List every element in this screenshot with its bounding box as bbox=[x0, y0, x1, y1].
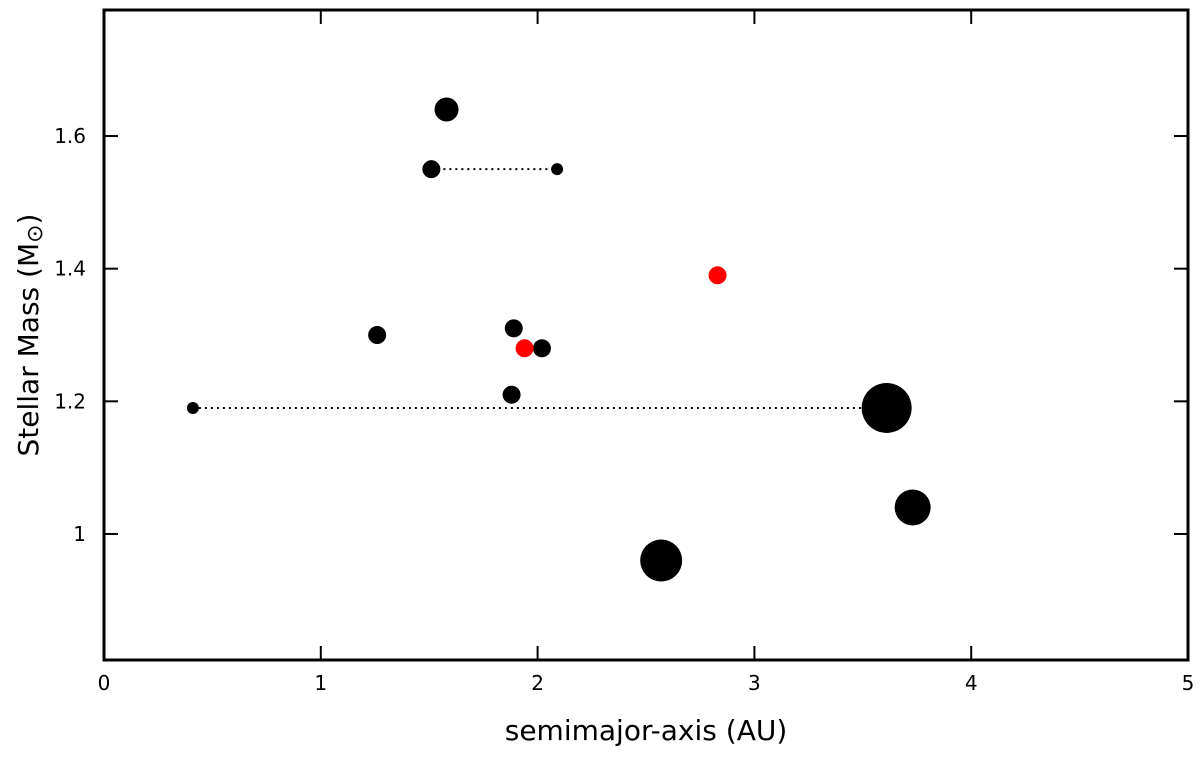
data-point bbox=[708, 266, 727, 285]
data-point bbox=[368, 326, 387, 344]
data-point bbox=[186, 401, 199, 414]
x-tick-label: 2 bbox=[531, 671, 544, 695]
x-tick-label: 4 bbox=[965, 671, 978, 695]
y-tick-label: 1 bbox=[73, 522, 86, 546]
x-tick-label: 0 bbox=[98, 671, 111, 695]
data-point bbox=[894, 489, 931, 526]
y-axis-title-group: Stellar Mass (M⊙) bbox=[12, 214, 48, 457]
x-tick-label: 1 bbox=[314, 671, 327, 695]
x-tick-label: 5 bbox=[1182, 671, 1195, 695]
data-point bbox=[515, 339, 534, 358]
data-point bbox=[434, 97, 459, 122]
plot-frame bbox=[102, 8, 1190, 662]
x-axis-title: semimajor-axis (AU) bbox=[505, 714, 788, 747]
y-tick-label: 1.6 bbox=[54, 124, 86, 148]
connector-lines bbox=[192, 168, 887, 409]
data-point bbox=[640, 539, 683, 582]
data-point bbox=[504, 319, 523, 338]
x-tick-label: 3 bbox=[748, 671, 761, 695]
data-point bbox=[861, 382, 912, 433]
data-point bbox=[502, 385, 521, 404]
data-points bbox=[186, 97, 931, 582]
data-point bbox=[551, 163, 564, 176]
y-axis-title-close: ) bbox=[12, 214, 45, 225]
y-axis-title-symbol: ⊙ bbox=[23, 224, 48, 242]
y-tick-label: 1.4 bbox=[54, 257, 86, 281]
data-point bbox=[532, 339, 551, 358]
y-tick-label: 1.2 bbox=[54, 389, 86, 413]
y-axis-title: Stellar Mass (M⊙) bbox=[12, 214, 48, 457]
data-point bbox=[422, 160, 441, 179]
y-axis-title-text: Stellar Mass (M bbox=[12, 243, 45, 457]
tick-labels: 0 1 2 3 4 5 1 1.2 1.4 1.6 bbox=[54, 124, 1194, 695]
